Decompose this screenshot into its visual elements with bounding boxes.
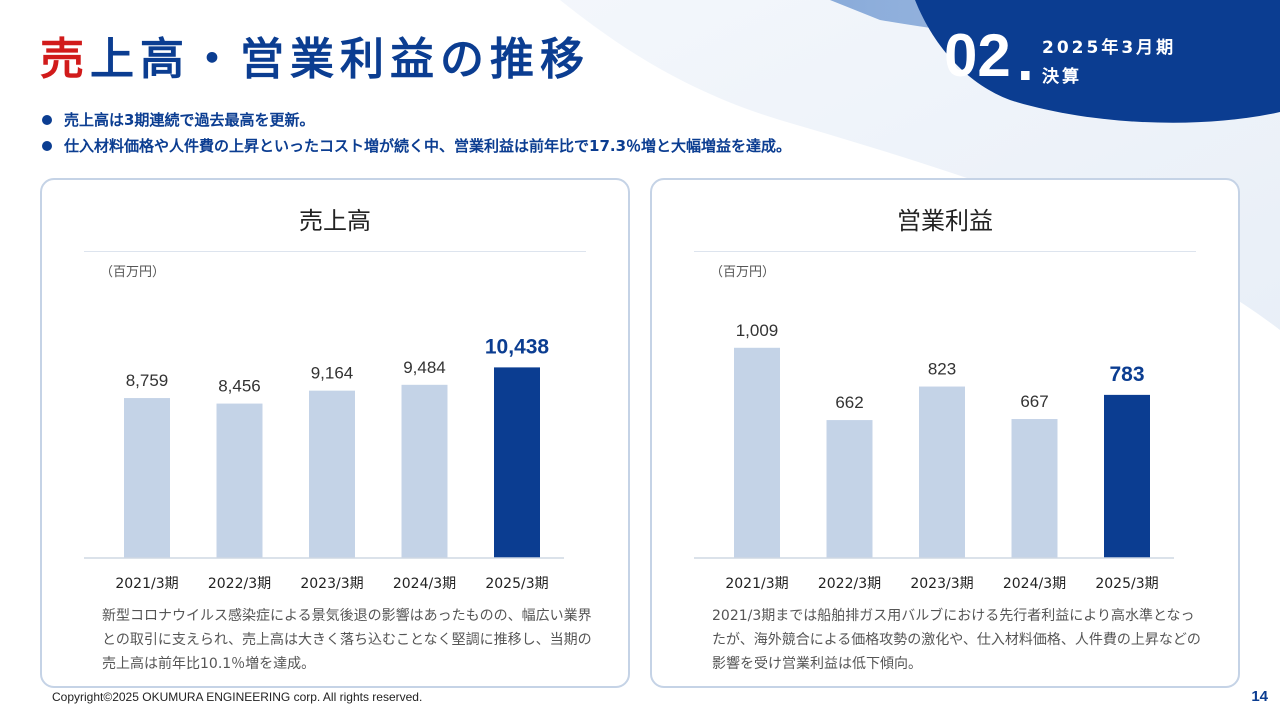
data-label: 667: [1020, 392, 1048, 411]
summary-bullet: 仕入材料価格や人件費の上昇といったコスト増が続く中、営業利益は前年比で17.3％…: [42, 133, 791, 159]
data-label: 9,484: [403, 358, 446, 377]
section-dot: .: [1017, 26, 1034, 93]
category-label: 2024/3期: [393, 576, 456, 592]
panel-divider: [694, 251, 1196, 252]
summary-bullets: 売上高は3期連続で過去最高を更新。 仕入材料価格や人件費の上昇といったコスト増が…: [42, 107, 791, 159]
summary-bullet-text: 仕入材料価格や人件費の上昇といったコスト増が続く中、営業利益は前年比で17.3％…: [64, 137, 792, 155]
sales-note: 新型コロナウイルス感染症による景気後退の影響はあったものの、幅広い業界との取引に…: [102, 608, 592, 672]
chart-bar: [919, 386, 965, 558]
data-label: 8,759: [126, 371, 169, 390]
category-label: 2022/3期: [208, 576, 271, 592]
page-title-accent: 売: [40, 34, 90, 85]
category-label: 2025/3期: [485, 576, 548, 592]
category-label: 2022/3期: [818, 576, 881, 592]
chart-bar: [734, 347, 780, 558]
profit-note: 2021/3期までは船舶排ガス用バルブにおける先行者利益により高水準となったが、…: [712, 608, 1201, 672]
page-title-rest: 上高・営業利益の推移: [90, 34, 590, 85]
sales-panel-title: 売上高: [299, 207, 371, 235]
bullet-dot-icon: [42, 115, 52, 125]
data-label: 9,164: [311, 364, 354, 383]
copyright: Copyright©2025 OKUMURA ENGINEERING corp.…: [52, 690, 423, 704]
section-label: 決算: [1042, 67, 1082, 87]
category-label: 2021/3期: [725, 576, 788, 592]
section-number: 02: [944, 22, 1011, 89]
summary-bullet: 売上高は3期連続で過去最高を更新。: [42, 107, 791, 133]
data-label: 662: [835, 393, 863, 412]
summary-bullet-text: 売上高は3期連続で過去最高を更新。: [64, 111, 315, 129]
chart-bar: [826, 420, 873, 558]
section-period: 2025年3月期: [1042, 38, 1177, 58]
panel-divider: [84, 251, 586, 252]
chart-bar: [1011, 419, 1058, 558]
chart-bar: [494, 367, 540, 558]
data-label: 1,009: [736, 321, 779, 340]
data-label: 10,438: [485, 335, 550, 358]
chart-bar: [1104, 394, 1150, 558]
profit-panel-title: 営業利益: [897, 207, 993, 235]
category-label: 2021/3期: [115, 576, 178, 592]
category-label: 2023/3期: [910, 576, 973, 592]
chart-bar: [401, 384, 448, 558]
sales-bar-chart: 8,759 2021/3期 8,456 2022/3期 9,164 2023/3期 9,48…: [84, 335, 564, 592]
category-label: 2023/3期: [300, 576, 363, 592]
bullet-dot-icon: [42, 141, 52, 151]
profit-panel: 営業利益 （百万円） 1,009 2021/3期 662 2022/3期 823 2023…: [650, 178, 1240, 688]
page-number: 14: [1251, 688, 1268, 705]
data-label: 823: [928, 360, 956, 379]
data-label: 783: [1109, 363, 1144, 386]
sales-panel: 売上高 （百万円） 8,759 2021/3期 8,456 2022/3期 9,164 2…: [40, 178, 630, 688]
profit-unit-label: （百万円）: [710, 265, 776, 280]
page-title: 売上高・営業利益の推移: [40, 30, 590, 90]
category-label: 2024/3期: [1003, 576, 1066, 592]
chart-bar: [124, 398, 170, 558]
chart-bar: [309, 390, 355, 558]
category-label: 2025/3期: [1095, 576, 1158, 592]
sales-unit-label: （百万円）: [100, 265, 166, 280]
profit-bar-chart: 1,009 2021/3期 662 2022/3期 823 2023/3期 667 2024/…: [694, 321, 1174, 592]
chart-bar: [216, 403, 263, 558]
data-label: 8,456: [218, 377, 261, 396]
